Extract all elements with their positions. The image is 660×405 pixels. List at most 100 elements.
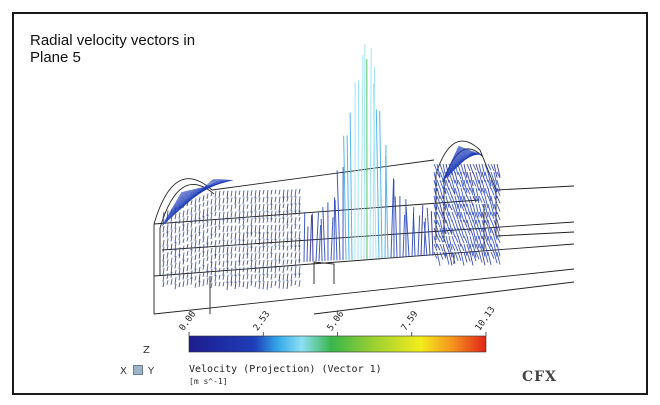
vector-arrow <box>439 243 444 252</box>
vector-arrow <box>484 179 489 189</box>
vector-arrow <box>442 251 447 259</box>
vector-arrow <box>242 218 245 226</box>
vector-arrow <box>190 256 193 264</box>
vector-arrow <box>198 280 201 287</box>
vector-arrow <box>442 219 447 234</box>
vector-arrow <box>170 264 173 274</box>
vector-arrow <box>423 221 428 256</box>
vector-arrow <box>451 227 456 238</box>
vector-arrow <box>484 163 489 173</box>
vector-arrow <box>436 179 441 189</box>
vector-arrow <box>170 271 173 278</box>
vector-arrow <box>206 235 209 245</box>
vector-arrow <box>214 218 217 226</box>
vector-arrow <box>162 218 165 224</box>
vector-arrow <box>162 281 165 287</box>
vector-arrow <box>451 211 456 221</box>
vector-arrow <box>250 267 253 272</box>
vector-arrow <box>254 197 257 204</box>
vector-arrow <box>490 251 495 260</box>
vector-arrow <box>178 219 181 224</box>
vector-arrow <box>454 187 459 198</box>
vector-arrow <box>363 43 366 260</box>
vector-arrow <box>186 236 189 242</box>
vector-arrow <box>266 231 269 241</box>
vector-arrow <box>194 268 197 273</box>
vector-arrow <box>234 190 237 199</box>
vector-arrow <box>278 224 281 232</box>
vector-arrow <box>218 260 221 266</box>
vector-arrow <box>218 281 221 287</box>
vector-arrow <box>169 189 191 220</box>
vector-arrow <box>460 171 465 187</box>
vector-arrow <box>490 195 495 210</box>
vector-arrow <box>481 163 486 176</box>
vector-arrow <box>436 203 441 213</box>
vector-arrow <box>286 266 289 271</box>
vector-arrow <box>170 257 173 266</box>
vector-arrow <box>290 189 293 197</box>
vector-arrow <box>445 227 450 235</box>
vector-arrow <box>451 171 456 184</box>
vector-arrow <box>282 252 285 259</box>
vector-arrow <box>278 203 281 213</box>
vector-arrow <box>210 212 213 220</box>
vector-arrow <box>258 217 261 224</box>
vector-arrow <box>294 189 297 198</box>
vector-arrow <box>469 243 474 257</box>
vector-arrow <box>174 276 177 285</box>
vector-arrow <box>206 263 209 272</box>
vector-arrow <box>449 148 466 175</box>
vector-arrow <box>451 187 456 195</box>
vector-arrow <box>448 219 453 233</box>
vector-arrow <box>214 232 217 238</box>
vector-arrow <box>346 135 350 260</box>
vector-arrow <box>166 190 188 222</box>
vector-arrow <box>496 195 501 204</box>
vector-arrow <box>238 281 241 288</box>
vector-arrow <box>472 163 477 171</box>
vector-arrow <box>258 246 261 254</box>
vector-arrow <box>466 195 471 204</box>
vector-arrow <box>170 189 192 218</box>
vector-arrow <box>186 257 189 263</box>
vector-arrow <box>161 191 183 227</box>
vector-arrow <box>246 281 249 289</box>
vector-arrow <box>496 243 501 257</box>
vector-arrow <box>286 280 289 290</box>
vector-arrow <box>270 252 273 259</box>
vector-arrow <box>274 280 277 286</box>
vector-arrow <box>250 281 253 286</box>
vector-arrow <box>442 203 447 211</box>
vector-arrow <box>210 282 213 289</box>
vector-arrow <box>262 189 265 195</box>
vector-arrow <box>174 213 177 220</box>
vector-arrow <box>484 195 489 209</box>
vector-arrow <box>194 226 197 233</box>
vector-arrow <box>198 231 201 237</box>
vector-arrow <box>250 225 253 235</box>
vector-arrow <box>448 235 453 250</box>
vector-arrow <box>270 224 273 231</box>
vector-arrow <box>222 267 225 276</box>
vector-arrow <box>294 273 297 278</box>
vector-arrow <box>490 211 495 219</box>
vector-arrow <box>448 195 453 204</box>
vector-arrow <box>490 235 495 245</box>
vector-arrow <box>484 211 489 223</box>
vector-arrow <box>469 163 474 174</box>
vector-arrow <box>493 227 498 240</box>
vector-arrow <box>258 239 261 246</box>
vector-arrow <box>282 231 285 237</box>
vector-arrow <box>436 211 441 220</box>
vector-arrow <box>430 211 434 256</box>
vector-arrow <box>206 228 209 234</box>
vector-arrow <box>190 249 193 257</box>
vector-arrow <box>442 235 447 244</box>
vector-arrow <box>274 231 277 241</box>
vector-arrow <box>469 195 474 207</box>
vector-arrow <box>166 252 169 259</box>
vector-arrow <box>490 171 495 182</box>
vector-arrow <box>484 235 489 246</box>
vector-arrow <box>294 280 297 286</box>
